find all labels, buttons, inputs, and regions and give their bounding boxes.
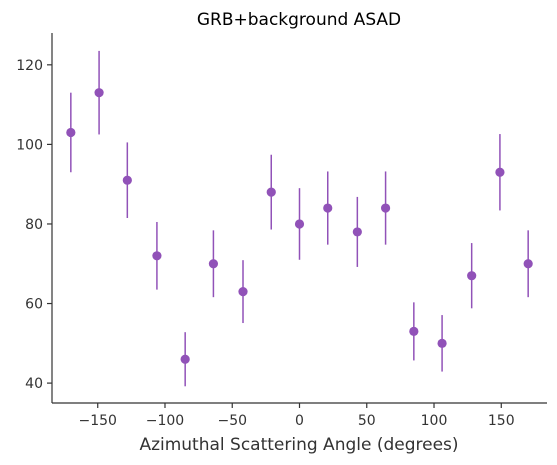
data-point bbox=[352, 227, 362, 237]
data-points bbox=[66, 88, 533, 364]
x-axis-ticks: −150 −100 −50 0 50 100 150 bbox=[79, 403, 515, 429]
data-point bbox=[323, 203, 333, 213]
x-tick-label: −150 bbox=[79, 413, 117, 429]
y-tick-label: 80 bbox=[25, 217, 43, 233]
plot-area: −150 −100 −50 0 50 100 150 40 60 80 100 120 bbox=[16, 33, 547, 429]
data-point bbox=[294, 219, 305, 229]
data-point bbox=[409, 326, 419, 336]
error-bars bbox=[70, 50, 529, 387]
data-point bbox=[467, 271, 477, 281]
x-tick-label: 50 bbox=[358, 413, 376, 429]
data-point bbox=[66, 127, 76, 138]
data-point bbox=[122, 175, 132, 185]
y-tick-label: 60 bbox=[25, 297, 43, 313]
data-point bbox=[238, 287, 248, 297]
x-tick-label: −100 bbox=[146, 413, 184, 429]
data-point bbox=[180, 354, 190, 364]
data-point bbox=[152, 251, 162, 261]
y-tick-label: 40 bbox=[25, 376, 43, 392]
chart-title: GRB+background ASAD bbox=[197, 10, 401, 30]
y-tick-label: 100 bbox=[16, 137, 43, 153]
data-point bbox=[380, 203, 391, 213]
x-tick-label: 150 bbox=[488, 413, 515, 429]
x-axis-label: Azimuthal Scattering Angle (degrees) bbox=[139, 435, 458, 455]
x-tick-label: −50 bbox=[217, 413, 247, 429]
data-point bbox=[266, 187, 276, 197]
data-point bbox=[495, 167, 505, 177]
y-tick-label: 120 bbox=[16, 58, 43, 74]
data-point bbox=[208, 259, 219, 269]
data-point bbox=[437, 338, 447, 348]
data-point bbox=[94, 88, 104, 98]
x-tick-label: 0 bbox=[295, 413, 304, 429]
x-tick-label: 100 bbox=[421, 413, 448, 429]
y-axis-ticks: 40 60 80 100 120 bbox=[16, 58, 52, 392]
data-point bbox=[523, 259, 533, 269]
